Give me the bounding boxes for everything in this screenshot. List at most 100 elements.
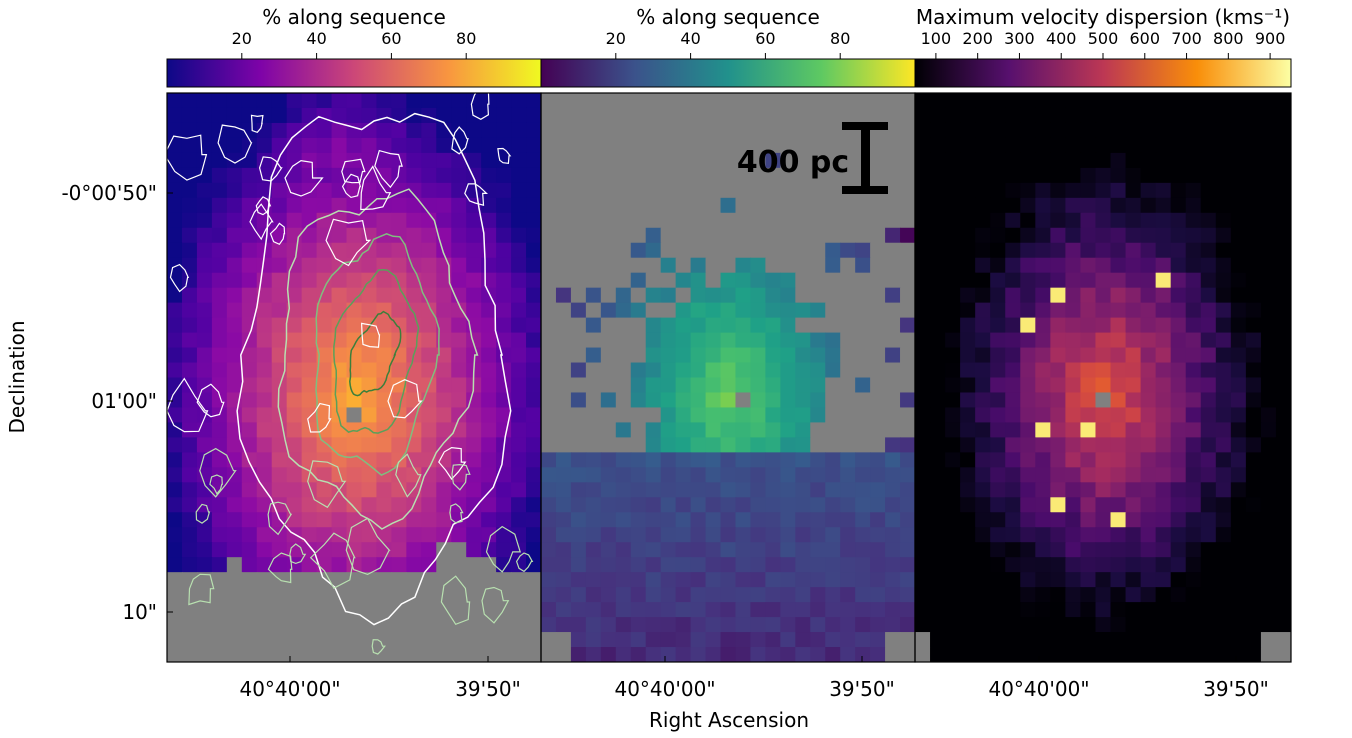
heatmap-pixel: [885, 572, 901, 588]
masked-pixel: [810, 182, 826, 199]
heatmap-pixel: [1185, 107, 1202, 124]
masked-pixel: [181, 647, 198, 662]
masked-pixel: [541, 272, 557, 289]
heatmap-pixel: [915, 227, 931, 244]
heatmap-pixel: [361, 93, 378, 109]
masked-pixel: [810, 422, 826, 438]
heatmap-pixel: [1050, 542, 1066, 558]
colorbar-tick-label: 40: [306, 29, 326, 48]
heatmap-pixel: [511, 257, 527, 274]
masked-pixel: [795, 152, 811, 169]
heatmap-pixel: [1125, 107, 1142, 124]
heatmap-pixel: [630, 587, 647, 603]
heatmap-pixel: [481, 287, 497, 304]
masked-pixel: [361, 572, 378, 588]
masked-pixel: [391, 602, 407, 618]
heatmap-pixel: [1035, 497, 1051, 513]
heatmap-pixel: [511, 452, 527, 468]
colorbar-right-label: Maximum velocity dispersion (kms⁻¹): [916, 5, 1290, 29]
heatmap-pixel: [451, 407, 467, 424]
heatmap-pixel: [481, 182, 497, 199]
heatmap-pixel: [690, 332, 707, 349]
heatmap-pixel: [1080, 542, 1097, 558]
heatmap-pixel: [391, 227, 407, 244]
masked-pixel: [451, 602, 467, 618]
masked-pixel: [645, 122, 662, 139]
heatmap-pixel: [167, 272, 183, 289]
masked-pixel: [585, 332, 602, 349]
heatmap-pixel: [451, 497, 467, 513]
heatmap-pixel: [750, 257, 766, 274]
heatmap-pixel: [1185, 392, 1202, 409]
masked-pixel: [570, 332, 587, 349]
heatmap-pixel: [945, 542, 961, 558]
heatmap-pixel: [1215, 317, 1232, 334]
heatmap-pixel: [391, 422, 407, 438]
heatmap-pixel: [1095, 317, 1112, 334]
heatmap-pixel: [1065, 122, 1082, 139]
heatmap-pixel: [600, 647, 617, 662]
masked-pixel: [795, 107, 811, 124]
heatmap-pixel: [960, 287, 976, 304]
heatmap-pixel: [855, 527, 871, 543]
heatmap-pixel: [975, 317, 991, 334]
contour-line: [333, 269, 420, 434]
heatmap-pixel: [316, 242, 333, 259]
heatmap-pixel: [1110, 542, 1127, 558]
heatmap-pixel: [167, 512, 183, 528]
masked-pixel: [690, 197, 707, 214]
masked-pixel: [795, 197, 811, 214]
masked-pixel: [541, 152, 557, 169]
heatmap-pixel: [975, 137, 991, 154]
heatmap-pixel: [960, 557, 976, 573]
heatmap-pixel: [615, 617, 632, 633]
masked-pixel: [301, 617, 318, 633]
heatmap-pixel: [705, 392, 722, 409]
heatmap-pixel: [735, 347, 752, 364]
heatmap-pixel: [1110, 647, 1127, 662]
heatmap-pixel: [930, 362, 946, 379]
masked-pixel: [570, 317, 587, 334]
heatmap-pixel: [436, 317, 452, 334]
heatmap-pixel: [1065, 452, 1082, 468]
masked-pixel: [885, 302, 901, 319]
heatmap-pixel: [196, 122, 213, 139]
heatmap-pixel: [376, 377, 392, 394]
heatmap-pixel: [1125, 287, 1142, 304]
heatmap-pixel: [915, 572, 931, 588]
heatmap-pixel: [1050, 407, 1066, 424]
masked-pixel: [675, 137, 692, 154]
heatmap-pixel: [1095, 377, 1112, 394]
masked-pixel: [900, 272, 915, 289]
heatmap-pixel: [1215, 407, 1232, 424]
heatmap-pixel: [1260, 107, 1277, 124]
masked-pixel: [840, 317, 856, 334]
masked-pixel: [630, 287, 647, 304]
heatmap-pixel: [436, 512, 452, 528]
heatmap-pixel: [421, 257, 437, 274]
heatmap-pixel: [421, 407, 437, 424]
masked-pixel: [541, 362, 557, 379]
heatmap-pixel: [1095, 347, 1112, 364]
heatmap-pixel: [945, 212, 961, 229]
heatmap-pixel: [226, 287, 243, 304]
heatmap-pixel: [1095, 93, 1112, 109]
heatmap-pixel: [630, 467, 647, 483]
masked-pixel: [660, 152, 677, 169]
masked-pixel: [765, 197, 781, 214]
masked-pixel: [211, 602, 228, 618]
heatmap-pixel: [1140, 242, 1157, 259]
heatmap-pixel: [945, 572, 961, 588]
masked-pixel: [361, 647, 378, 662]
heatmap-pixel: [765, 557, 781, 573]
heatmap-pixel: [960, 617, 976, 633]
heatmap-pixel: [1140, 377, 1157, 394]
heatmap-pixel: [526, 377, 541, 394]
heatmap-pixel: [825, 242, 841, 259]
heatmap-pixel: [1260, 137, 1277, 154]
heatmap-pixel: [361, 257, 378, 274]
masked-pixel: [570, 167, 587, 184]
heatmap-pixel: [915, 377, 931, 394]
masked-pixel: [570, 287, 587, 304]
heatmap-pixel: [990, 467, 1006, 483]
